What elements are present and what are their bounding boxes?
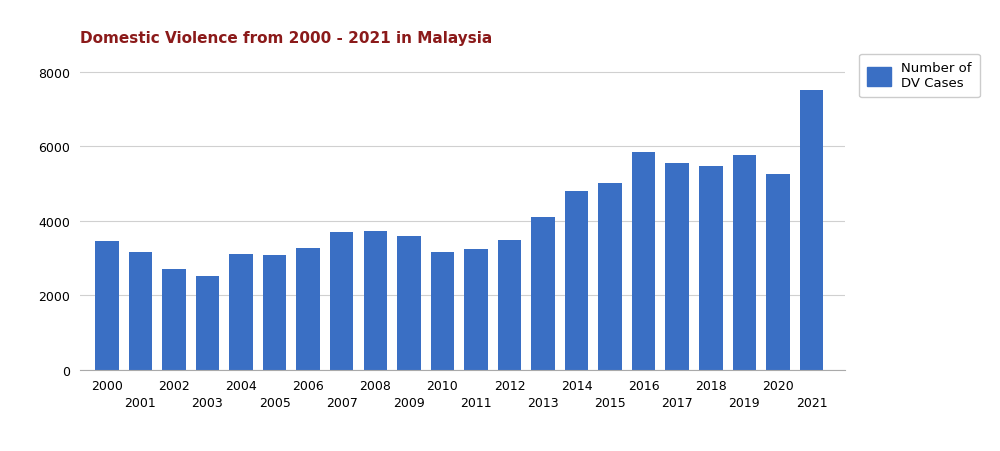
Bar bbox=[565, 191, 588, 370]
Legend: Number of
DV Cases: Number of DV Cases bbox=[859, 55, 980, 98]
Bar bbox=[296, 248, 320, 370]
Bar bbox=[632, 153, 655, 370]
Bar bbox=[330, 232, 353, 370]
Bar bbox=[665, 164, 689, 370]
Bar bbox=[598, 184, 622, 370]
Bar bbox=[498, 241, 521, 370]
Bar bbox=[196, 276, 219, 370]
Bar bbox=[397, 236, 421, 370]
Bar bbox=[531, 217, 555, 370]
Bar bbox=[800, 90, 823, 370]
Bar bbox=[431, 252, 454, 370]
Bar bbox=[263, 256, 286, 370]
Bar bbox=[162, 270, 186, 370]
Bar bbox=[95, 241, 119, 370]
Bar bbox=[364, 231, 387, 370]
Bar bbox=[464, 249, 488, 370]
Bar bbox=[699, 167, 723, 370]
Bar bbox=[129, 252, 152, 370]
Bar bbox=[733, 156, 756, 370]
Bar bbox=[229, 255, 253, 370]
Text: Domestic Violence from 2000 - 2021 in Malaysia: Domestic Violence from 2000 - 2021 in Ma… bbox=[80, 31, 492, 46]
Bar bbox=[766, 175, 790, 370]
